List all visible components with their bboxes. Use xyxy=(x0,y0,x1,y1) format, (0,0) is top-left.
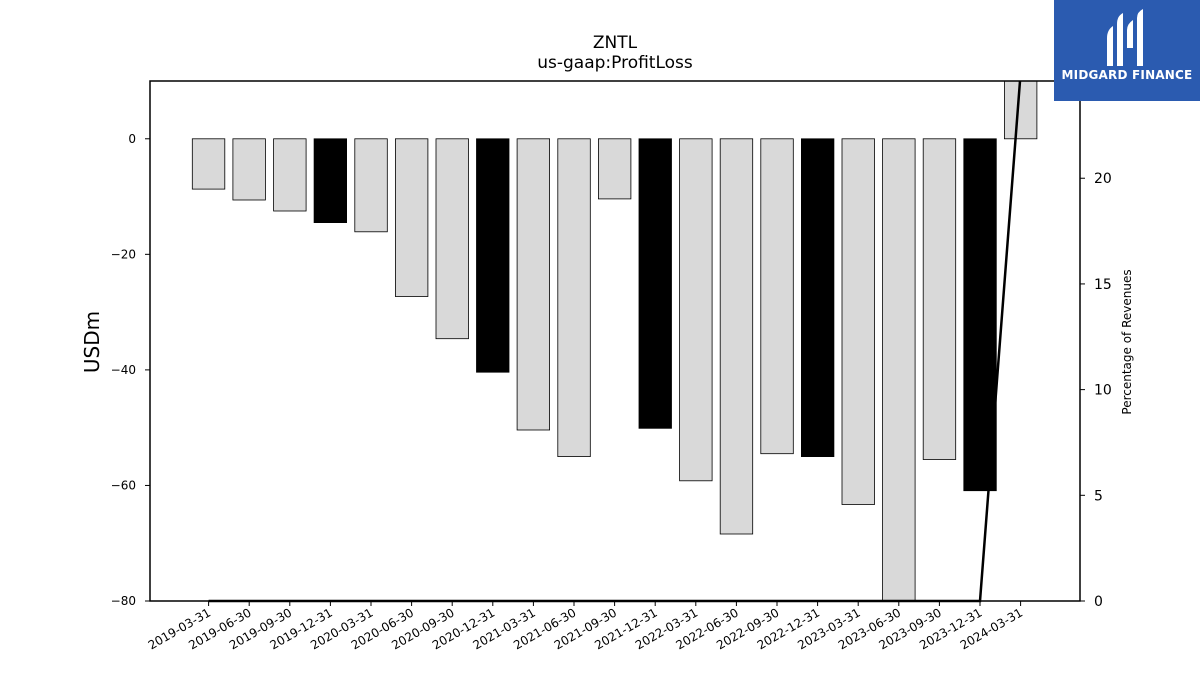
midgard-finance-logo: MIDGARD FINANCE xyxy=(1054,0,1200,101)
plot-frame xyxy=(149,80,1081,602)
right-tick-label: 10 xyxy=(1094,383,1112,399)
bar-2021-09-30 xyxy=(598,138,632,200)
bar-2021-03-31 xyxy=(516,138,550,431)
bar-2023-03-31 xyxy=(841,138,875,505)
y-ticks: 0 −20 −40 −60 −80 xyxy=(111,132,150,608)
bar-2019-03-31 xyxy=(191,138,226,190)
midgard-logo-icon xyxy=(1107,9,1143,66)
bar-2022-12-31 xyxy=(801,138,835,457)
right-tick-label: 0 xyxy=(1094,594,1103,610)
y-tick-label: −20 xyxy=(111,247,136,261)
right-axis-label: Percentage of Revenues xyxy=(1120,269,1134,414)
bar-2020-09-30 xyxy=(435,138,469,340)
bar-2021-12-31 xyxy=(638,138,672,429)
logo-text: MIDGARD FINANCE xyxy=(1061,68,1193,82)
right-tick-label: 15 xyxy=(1094,277,1112,293)
x-ticks: 2019-03-312019-06-302019-09-302019-12-31… xyxy=(146,601,1025,652)
right-ticks: 0 5 10 15 20 xyxy=(1080,171,1112,610)
bar-2020-03-31 xyxy=(354,138,388,233)
bar-2020-12-31 xyxy=(476,138,510,373)
y-tick-label: 0 xyxy=(128,132,136,146)
bar-2022-06-30 xyxy=(719,138,754,535)
bar-2019-06-30 xyxy=(232,138,266,201)
chart-title: ZNTL xyxy=(593,33,638,53)
y-axis-label: USDm xyxy=(80,311,104,373)
y-tick-label: −80 xyxy=(111,594,136,608)
bar-2019-12-31 xyxy=(313,138,348,224)
chart-subtitle: us-gaap:ProfitLoss xyxy=(537,53,693,73)
bar-2023-09-30 xyxy=(922,138,957,460)
bar-2023-12-31 xyxy=(963,138,997,492)
y-tick-label: −40 xyxy=(111,363,136,377)
bar-2022-09-30 xyxy=(760,138,794,455)
right-tick-label: 5 xyxy=(1094,488,1103,504)
bar-2022-03-31 xyxy=(679,138,713,482)
bar-2024-03-31 xyxy=(1004,80,1038,140)
bar-group xyxy=(191,80,1038,602)
right-tick-label: 20 xyxy=(1094,171,1112,187)
bar-2023-06-30 xyxy=(882,138,916,602)
bar-2020-06-30 xyxy=(394,138,429,297)
y-tick-label: −60 xyxy=(111,478,136,492)
bar-2019-09-30 xyxy=(273,138,307,212)
bar-2021-06-30 xyxy=(557,138,591,457)
